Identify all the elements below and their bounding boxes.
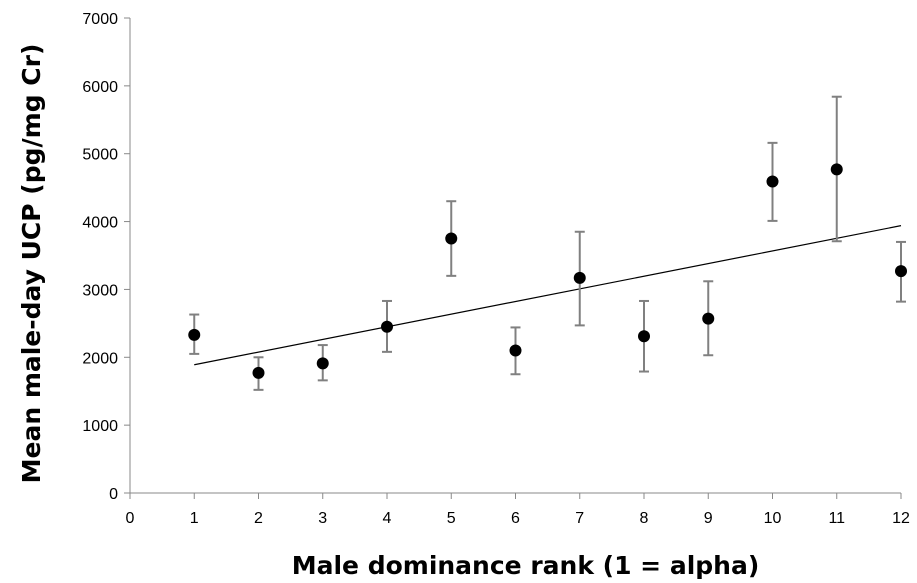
x-tick-label: 12 <box>892 510 910 527</box>
y-tick-label: 4000 <box>82 215 118 232</box>
data-point <box>445 232 458 245</box>
trendline <box>194 225 902 366</box>
x-tick-label: 2 <box>254 510 263 527</box>
data-point <box>702 312 715 325</box>
y-tick-label: 2000 <box>82 350 118 367</box>
points-group <box>188 163 907 379</box>
x-tick-label: 10 <box>764 510 782 527</box>
x-tick-label: 6 <box>511 510 520 527</box>
data-point <box>252 366 265 379</box>
y-tick-label: 1000 <box>82 418 118 435</box>
data-point <box>381 320 393 333</box>
y-tick-label: 7000 <box>82 11 118 28</box>
x-tick-label: 0 <box>126 510 135 527</box>
y-axis-title: Mean male-day UCP (pg/mg Cr) <box>17 44 46 484</box>
y-tick-label: 0 <box>109 486 118 503</box>
data-point <box>766 175 779 188</box>
y-tick-label: 5000 <box>82 147 118 164</box>
x-tick-label: 5 <box>447 510 456 527</box>
data-point <box>895 265 907 278</box>
x-tick-label: 4 <box>383 510 392 527</box>
trendline-group <box>194 225 902 366</box>
data-point <box>316 357 329 370</box>
x-tick-label: 1 <box>190 510 199 527</box>
data-point <box>830 163 843 176</box>
data-point <box>188 328 201 341</box>
errorbars-group <box>189 95 906 391</box>
data-point <box>638 330 650 343</box>
x-axis-title: Male dominance rank (1 = alpha) <box>292 551 760 580</box>
x-tick-label: 9 <box>704 510 713 527</box>
x-tick-label: 7 <box>575 510 584 527</box>
y-tick-label: 6000 <box>82 79 118 96</box>
x-tick-label: 3 <box>318 510 327 527</box>
y-tick-label: 3000 <box>82 282 118 299</box>
data-point <box>573 271 586 284</box>
x-tick-label: 8 <box>640 510 649 527</box>
x-tick-label: 11 <box>828 510 845 527</box>
data-point <box>509 344 522 357</box>
